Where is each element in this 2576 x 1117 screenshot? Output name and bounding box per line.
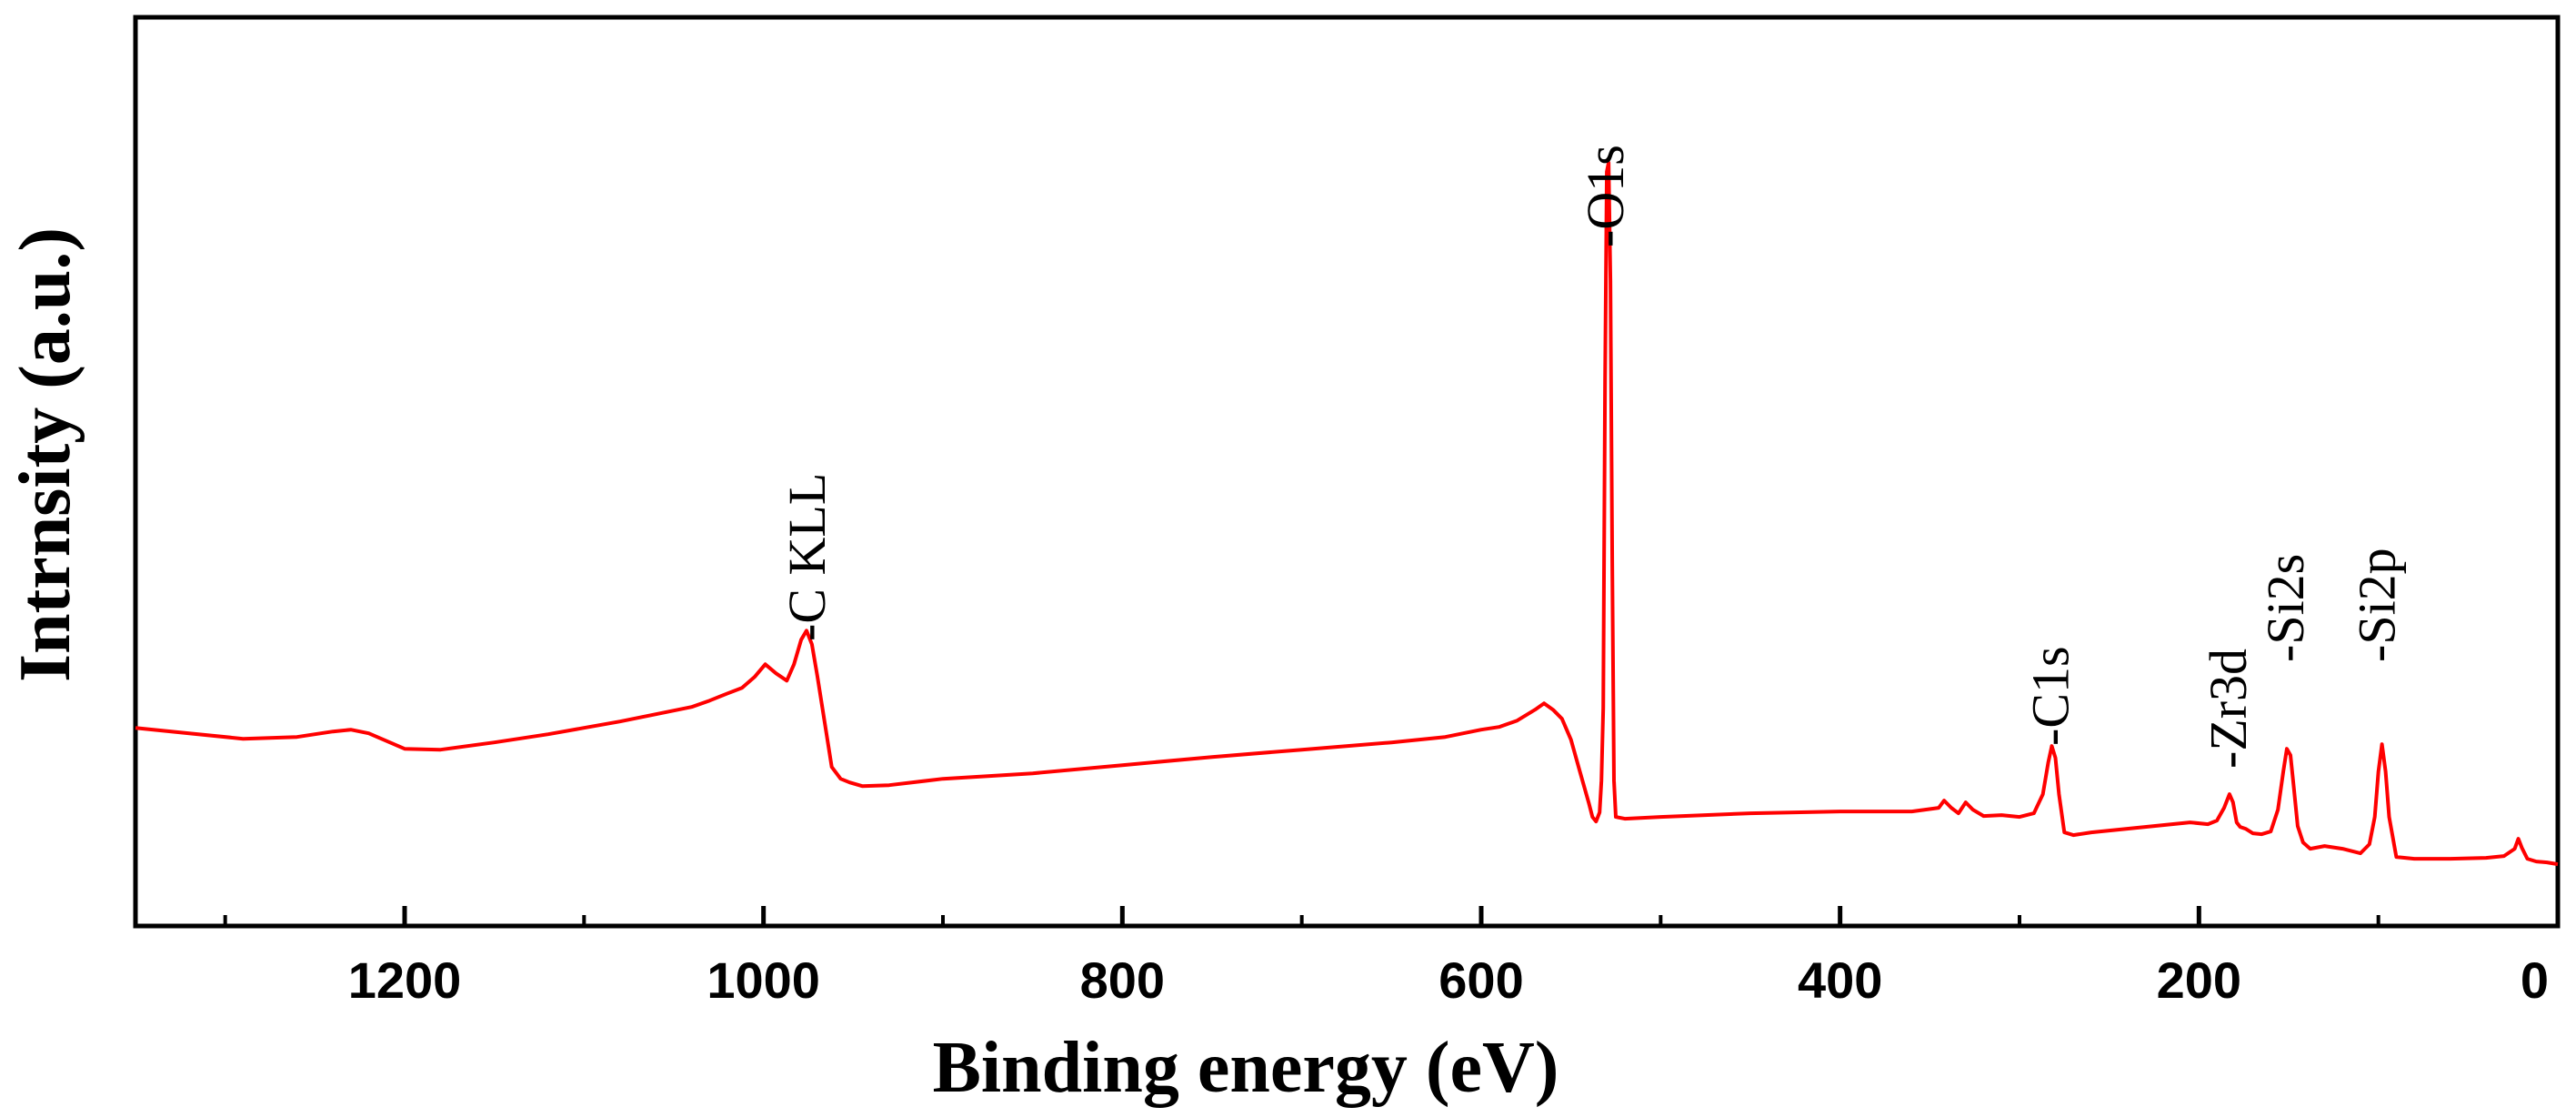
x-axis-ticks (223, 906, 2561, 926)
peak-label: -O1s (1576, 145, 1635, 247)
x-axis-title: Binding energy (eV) (933, 1028, 1559, 1108)
peak-label: -C KLL (777, 473, 837, 641)
spectrum-line (135, 160, 2559, 867)
x-tick-label: 800 (1080, 951, 1165, 1009)
x-tick-label: 1000 (707, 951, 820, 1009)
peak-label: -Si2p (2348, 548, 2407, 662)
peak-label: -C1s (2021, 646, 2080, 746)
x-tick-label: 0 (2521, 951, 2549, 1009)
plot-frame (133, 15, 2561, 929)
x-axis-tick-labels: 1200 1000 800 600 400 200 0 (348, 951, 2549, 1009)
peak-label: -Si2s (2256, 554, 2315, 662)
x-tick-label: 600 (1438, 951, 1523, 1009)
x-tick-label: 400 (1798, 951, 1882, 1009)
y-axis-title: Intrnsity (a.u.) (5, 227, 85, 682)
x-tick-label: 1200 (348, 951, 462, 1009)
peak-annotations: -O1s -C KLL -C1s -Zr3d-Si2s -Si2p (777, 145, 2407, 769)
peak-label: -Zr3d (2199, 649, 2258, 769)
x-tick-label: 200 (2157, 951, 2241, 1009)
